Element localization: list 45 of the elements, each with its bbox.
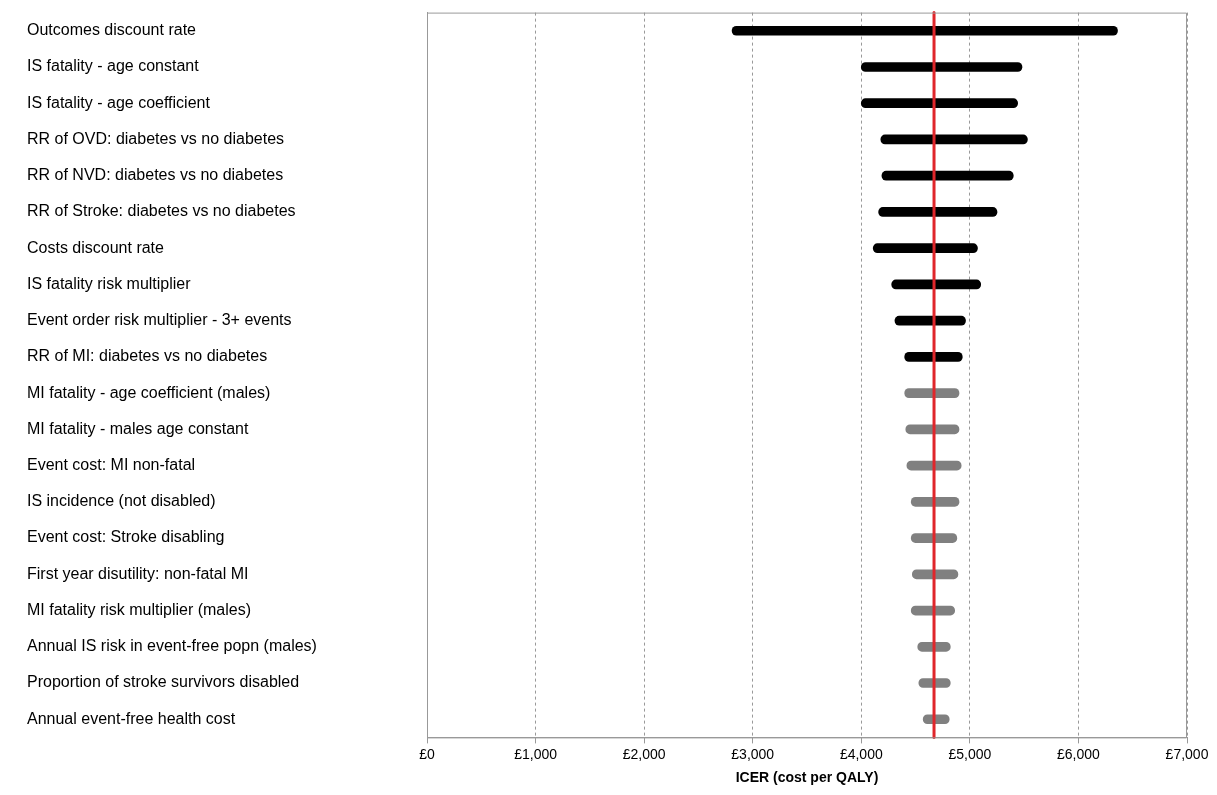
x-tick-label: £7,000	[1165, 745, 1209, 762]
y-tick-label: Event cost: MI non-fatal	[27, 456, 196, 474]
bar	[891, 279, 982, 290]
x-tick-label: £6,000	[1057, 745, 1101, 762]
bar	[860, 98, 1018, 109]
bar	[872, 243, 978, 253]
y-tick-label: IS fatality risk multiplier	[27, 274, 192, 292]
y-tick-label: MI fatality risk multiplier (males)	[27, 600, 252, 618]
y-tick-label: Annual event-free health cost	[27, 709, 236, 727]
bar	[910, 497, 960, 507]
bar	[878, 207, 998, 217]
y-tick-label: Outcomes discount rate	[27, 21, 197, 39]
bar	[911, 569, 959, 580]
x-tick-label: £1,000	[514, 745, 558, 762]
y-tick-label: RR of NVD: diabetes vs no diabetes	[27, 166, 284, 184]
y-tick-label: MI fatality - males age constant	[27, 419, 249, 437]
y-tick-label: RR of Stroke: diabetes vs no diabetes	[27, 202, 296, 220]
x-axis-title: ICER (cost per QALY)	[735, 769, 879, 786]
y-tick-label: First year disutility: non-fatal MI	[27, 564, 249, 582]
x-tick-label: £4,000	[839, 745, 883, 762]
x-tick-label: £2,000	[622, 745, 666, 762]
y-tick-label: Proportion of stroke survivors disabled	[27, 673, 300, 691]
bar	[904, 388, 960, 398]
bar	[860, 62, 1023, 72]
x-tick-label: £5,000	[948, 745, 992, 762]
x-tick-label: £3,000	[731, 745, 775, 762]
y-tick-label: Event order risk multiplier - 3+ events	[27, 311, 292, 329]
y-tick-label: IS incidence (not disabled)	[27, 492, 216, 510]
y-tick-label: Annual IS risk in event-free popn (males)	[27, 637, 317, 655]
y-tick-label: RR of OVD: diabetes vs no diabetes	[27, 129, 285, 147]
bar	[731, 25, 1118, 36]
y-tick-label: IS fatality - age coefficient	[27, 93, 211, 111]
x-tick-label: £0	[419, 745, 435, 762]
bar	[910, 533, 958, 543]
y-tick-label: RR of MI: diabetes vs no diabetes	[27, 347, 268, 365]
y-tick-label: Costs discount rate	[27, 238, 165, 256]
bar	[904, 352, 963, 362]
bar	[881, 170, 1014, 181]
y-tick-label: MI fatality - age coefficient (males)	[27, 383, 271, 401]
bar	[917, 641, 951, 652]
y-tick-label: Event cost: Stroke disabling	[27, 528, 225, 546]
bar	[894, 315, 966, 326]
y-tick-label: IS fatality - age constant	[27, 57, 200, 75]
bar	[918, 678, 951, 688]
bar	[880, 134, 1028, 145]
